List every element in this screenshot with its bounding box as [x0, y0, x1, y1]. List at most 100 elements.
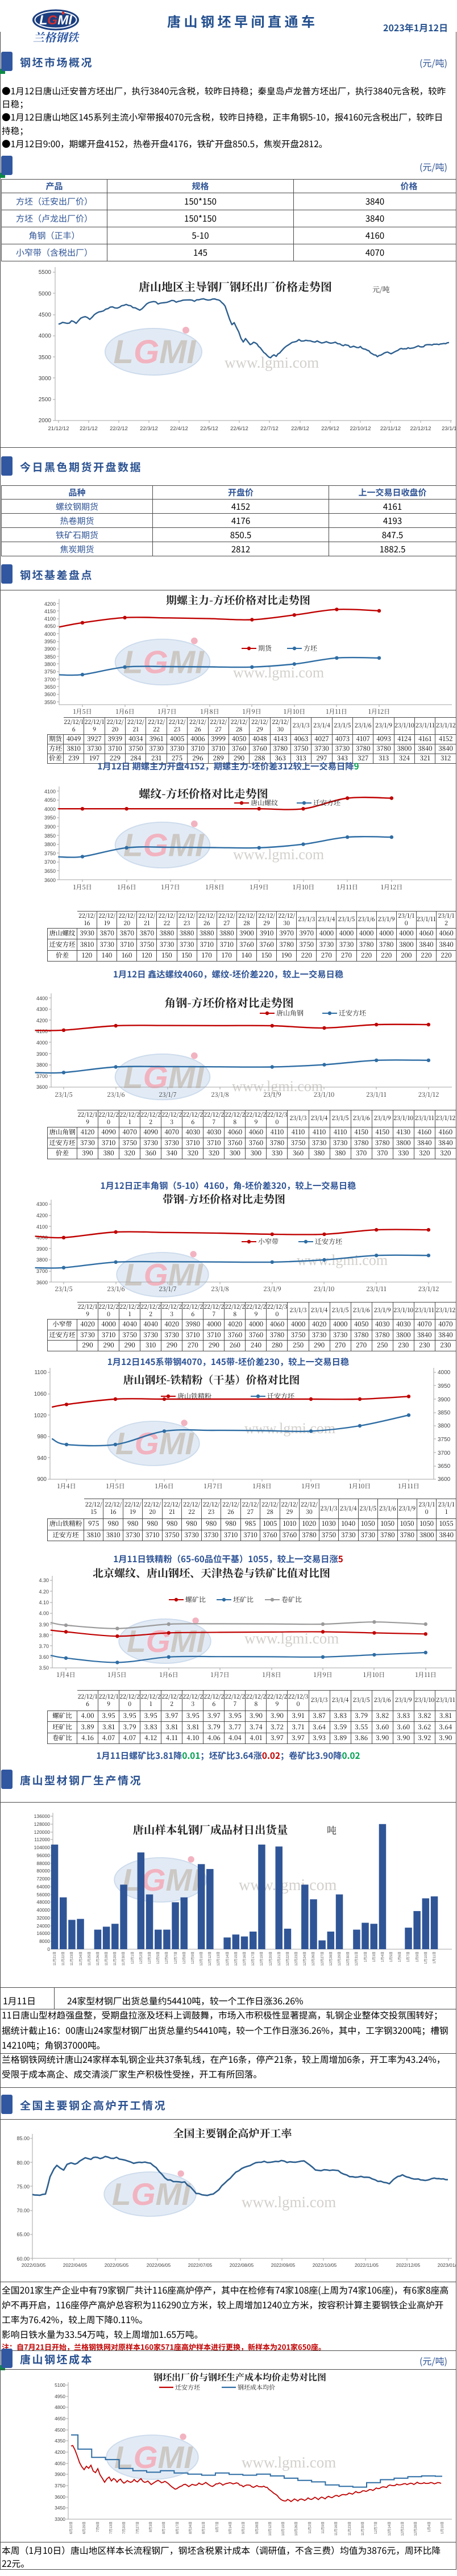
svg-text:LGMI: LGMI: [122, 1862, 201, 1897]
svg-text:1020: 1020: [34, 1413, 47, 1419]
svg-text:12月23日: 12月23日: [294, 1951, 298, 1966]
svg-text:2022/04/05: 2022/04/05: [63, 2262, 88, 2268]
svg-text:4500: 4500: [55, 2427, 65, 2433]
svg-text:6月29日: 6月29日: [82, 2521, 86, 2534]
svg-text:1月5日: 1月5日: [106, 1481, 124, 1491]
svg-text:1月8日: 1月8日: [262, 1670, 281, 1679]
svg-text:4650: 4650: [55, 2416, 65, 2421]
svg-text:8月3日: 8月3日: [149, 2521, 153, 2532]
svg-text:12月14日: 12月14日: [388, 2521, 392, 2536]
svg-text:4050: 4050: [55, 2461, 65, 2466]
svg-text:2022/10/05: 2022/10/05: [313, 2262, 337, 2268]
svg-text:1月6日: 1月6日: [398, 1951, 402, 1962]
svg-text:8月10日: 8月10日: [162, 2521, 166, 2534]
svg-text:96000: 96000: [36, 1853, 50, 1858]
svg-text:LGMI: LGMI: [115, 1426, 194, 1461]
svg-text:12月3日: 12月3日: [148, 1951, 152, 1964]
svg-text:3950: 3950: [438, 1383, 451, 1389]
svg-text:1月9日: 1月9日: [313, 1670, 332, 1679]
svg-text:4000: 4000: [36, 1235, 48, 1241]
svg-text:1月6日: 1月6日: [159, 1670, 178, 1679]
svg-text:4100: 4100: [44, 789, 56, 794]
svg-text:11月25日: 11月25日: [88, 1951, 92, 1966]
svg-text:2022/08/05: 2022/08/05: [230, 2262, 254, 2268]
svg-text:11月24日: 11月24日: [79, 1951, 83, 1966]
svg-text:23/1/5: 23/1/5: [55, 1284, 72, 1293]
svg-text:1100: 1100: [34, 1370, 47, 1376]
svg-text:8月24日: 8月24日: [189, 2521, 193, 2534]
svg-text:1月7日: 1月7日: [210, 1670, 229, 1679]
svg-text:24000: 24000: [36, 1923, 50, 1929]
svg-text:1月7日: 1月7日: [157, 707, 176, 716]
svg-text:23/1/8: 23/1/8: [211, 1284, 228, 1293]
svg-text:1月11日: 1月11日: [336, 883, 358, 892]
svg-text:迁安方坯: 迁安方坯: [339, 1008, 367, 1018]
svg-text:3900: 3900: [36, 1246, 48, 1252]
svg-text:3800: 3800: [44, 842, 56, 847]
svg-text:136000: 136000: [34, 1813, 51, 1819]
svg-text:角钢-方坯价格对比走势图: 角钢-方坯价格对比走势图: [164, 994, 293, 1010]
svg-text:23/1/12: 23/1/12: [418, 1284, 439, 1293]
svg-text:22/11/12: 22/11/12: [380, 426, 401, 432]
svg-text:4100: 4100: [36, 1029, 48, 1034]
svg-text:10月12日: 10月12日: [268, 2521, 272, 2536]
svg-text:3900: 3900: [44, 824, 56, 830]
svg-text:钢坯出厂价与钢坯生产成本均价走势对比图: 钢坯出厂价与钢坯生产成本均价走势对比图: [153, 2370, 326, 2383]
svg-text:迁安方坯: 迁安方坯: [175, 2383, 201, 2392]
svg-text:1月7日: 1月7日: [161, 883, 180, 892]
svg-text:3600: 3600: [438, 1476, 451, 1483]
svg-text:11月23日: 11月23日: [348, 2521, 352, 2536]
svg-text:128000: 128000: [34, 1821, 51, 1827]
svg-text:9月28日: 9月28日: [255, 2521, 259, 2534]
svg-text:1月11日: 1月11日: [415, 1670, 437, 1679]
svg-text:3900: 3900: [36, 1051, 48, 1057]
svg-text:3600: 3600: [36, 1084, 48, 1090]
svg-text:65.00: 65.00: [16, 2232, 30, 2237]
svg-text:3800: 3800: [44, 661, 56, 667]
svg-text:www.lgmi.com: www.lgmi.com: [242, 2454, 336, 2471]
svg-text:22/3/12: 22/3/12: [140, 426, 158, 432]
svg-text:12月30日: 12月30日: [346, 1951, 350, 1966]
svg-text:3600: 3600: [44, 692, 56, 697]
svg-text:7月20日: 7月20日: [122, 2521, 126, 2534]
svg-text:1月4日: 1月4日: [427, 2521, 431, 2532]
svg-text:22/4/12: 22/4/12: [170, 426, 188, 432]
svg-text:2022/09/05: 2022/09/05: [271, 2262, 296, 2268]
svg-text:www.lgmi.com: www.lgmi.com: [239, 1876, 337, 1894]
svg-text:23/1/8: 23/1/8: [211, 1090, 228, 1099]
svg-text:兰格钢铁: 兰格钢铁: [33, 28, 80, 45]
svg-text:期螺主力-方坯价格对比走势图: 期螺主力-方坯价格对比走势图: [166, 594, 310, 607]
svg-text:4000: 4000: [36, 1040, 48, 1046]
svg-text:7月6日: 7月6日: [96, 2521, 100, 2532]
svg-text:4300: 4300: [36, 1201, 48, 1207]
svg-text:23/1/10: 23/1/10: [314, 1284, 335, 1293]
svg-text:1月8日: 1月8日: [252, 1481, 271, 1491]
svg-text:1月10日: 1月10日: [441, 2521, 444, 2534]
svg-text:1月5日: 1月5日: [107, 1670, 126, 1679]
svg-text:3850: 3850: [44, 654, 56, 660]
svg-text:迁安方坯: 迁安方坯: [313, 798, 341, 808]
svg-text:12月19日: 12月19日: [260, 1951, 264, 1966]
svg-text:3650: 3650: [44, 684, 56, 690]
svg-text:1月10日: 1月10日: [284, 707, 306, 716]
svg-text:12月26日: 12月26日: [311, 1951, 315, 1966]
svg-text:12月10日: 12月10日: [200, 1951, 203, 1966]
svg-text:2023/01/05: 2023/01/05: [438, 2262, 456, 2268]
svg-text:4050: 4050: [44, 797, 56, 803]
svg-text:4300: 4300: [36, 1006, 48, 1012]
svg-text:3000: 3000: [39, 376, 52, 382]
svg-text:唐山钢坯-铁精粉（干基）价格对比图: 唐山钢坯-铁精粉（干基）价格对比图: [123, 1372, 300, 1387]
svg-text:12月1日: 12月1日: [131, 1951, 135, 1964]
svg-text:4100: 4100: [44, 616, 56, 622]
svg-text:3300: 3300: [55, 2516, 65, 2522]
svg-text:3950: 3950: [44, 639, 56, 644]
svg-text:3700: 3700: [44, 859, 56, 865]
svg-text:元/吨: 元/吨: [372, 284, 390, 294]
svg-text:980: 980: [37, 1434, 47, 1440]
svg-text:72000: 72000: [36, 1876, 50, 1882]
svg-text:2022/11/05: 2022/11/05: [355, 2262, 379, 2268]
svg-text:22/6/12: 22/6/12: [230, 426, 248, 432]
svg-text:1月8日: 1月8日: [200, 707, 219, 716]
svg-text:3.50: 3.50: [39, 1665, 49, 1671]
svg-text:22/5/12: 22/5/12: [200, 426, 218, 432]
